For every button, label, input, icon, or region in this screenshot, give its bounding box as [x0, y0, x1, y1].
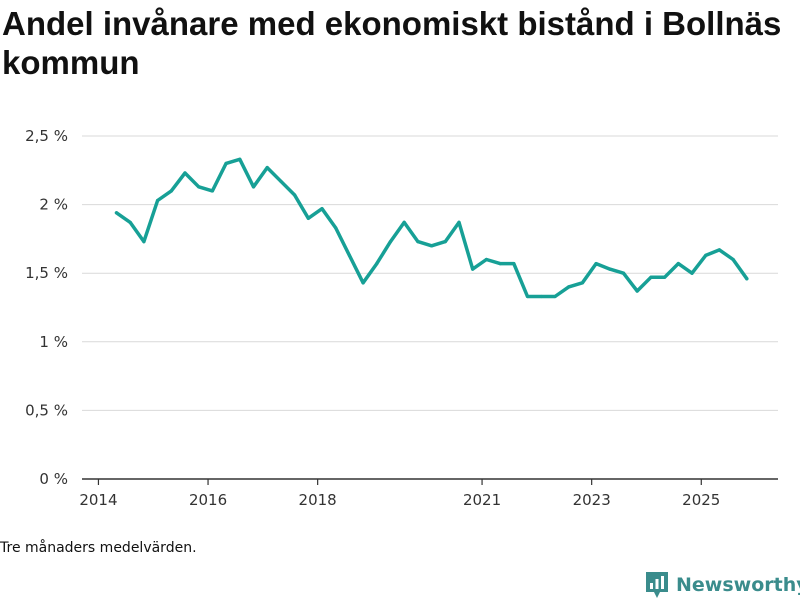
data-point: [430, 244, 434, 248]
data-point: [663, 275, 667, 279]
x-tick-label: 2023: [573, 491, 611, 509]
data-point: [676, 262, 680, 266]
x-tick-label: 2016: [189, 491, 227, 509]
data-point: [717, 248, 722, 252]
x-tick-label: 2021: [463, 491, 501, 509]
y-tick-label: 1 %: [39, 333, 68, 351]
y-tick-label: 0,5 %: [25, 401, 68, 419]
data-point: [156, 198, 160, 203]
grid: [82, 135, 778, 411]
y-axis-ticks: 0 % 0,5 % 1 % 1,5 % 2 % 2,5 %: [25, 127, 68, 488]
x-tick-label: 2018: [299, 491, 337, 509]
data-point: [731, 257, 735, 262]
y-tick-label: 2,5 %: [25, 127, 68, 145]
data-point: [649, 275, 653, 279]
series-line: [114, 157, 749, 299]
data-point: [251, 185, 256, 189]
data-point: [183, 171, 187, 175]
data-point: [224, 161, 228, 165]
data-point: [334, 226, 338, 230]
data-point: [443, 240, 447, 244]
data-point: [580, 281, 585, 285]
data-point: [114, 211, 119, 215]
data-point: [608, 267, 612, 271]
data-point: [169, 189, 173, 193]
data-point: [745, 277, 749, 281]
data-point: [347, 253, 351, 257]
data-point: [621, 271, 626, 275]
data-point: [704, 253, 708, 257]
footnote: Tre månaders medelvärden.: [0, 540, 197, 556]
data-point: [142, 240, 146, 244]
data-point: [238, 157, 242, 161]
x-tick-label: 2025: [682, 491, 720, 509]
data-point: [293, 193, 297, 197]
data-point: [512, 262, 516, 266]
y-tick-label: 1,5 %: [25, 264, 68, 282]
data-point: [539, 294, 543, 299]
data-point: [210, 189, 214, 193]
data-point: [375, 262, 379, 266]
x-tick-label: 2014: [79, 491, 117, 509]
newsworthy-logo-icon: [646, 572, 668, 598]
data-point: [525, 294, 530, 299]
data-point: [402, 220, 406, 224]
data-point: [498, 262, 502, 266]
x-axis-ticks: 2014 2016 2018 2021 2023 2025: [79, 479, 720, 509]
brand: Newsworthy: [644, 570, 800, 600]
y-tick-label: 2 %: [39, 196, 68, 214]
data-point: [594, 262, 598, 266]
data-point: [320, 207, 324, 211]
data-point: [635, 289, 639, 293]
data-point: [457, 220, 461, 224]
data-point: [265, 166, 269, 170]
data-point: [197, 185, 201, 189]
brand-name: Newsworthy: [676, 574, 800, 596]
data-point: [567, 285, 571, 289]
data-point: [388, 240, 393, 244]
data-point: [471, 267, 475, 271]
data-point: [279, 179, 283, 183]
data-point: [416, 240, 420, 244]
data-point: [361, 281, 365, 285]
data-point: [553, 294, 557, 299]
chart-title: Andel invånare med ekonomiskt bistånd i …: [2, 5, 782, 81]
y-tick-label: 0 %: [39, 470, 68, 488]
data-point: [306, 216, 310, 220]
data-point: [484, 257, 488, 262]
data-points: [114, 157, 749, 299]
data-point: [128, 220, 132, 224]
data-point: [690, 271, 694, 275]
